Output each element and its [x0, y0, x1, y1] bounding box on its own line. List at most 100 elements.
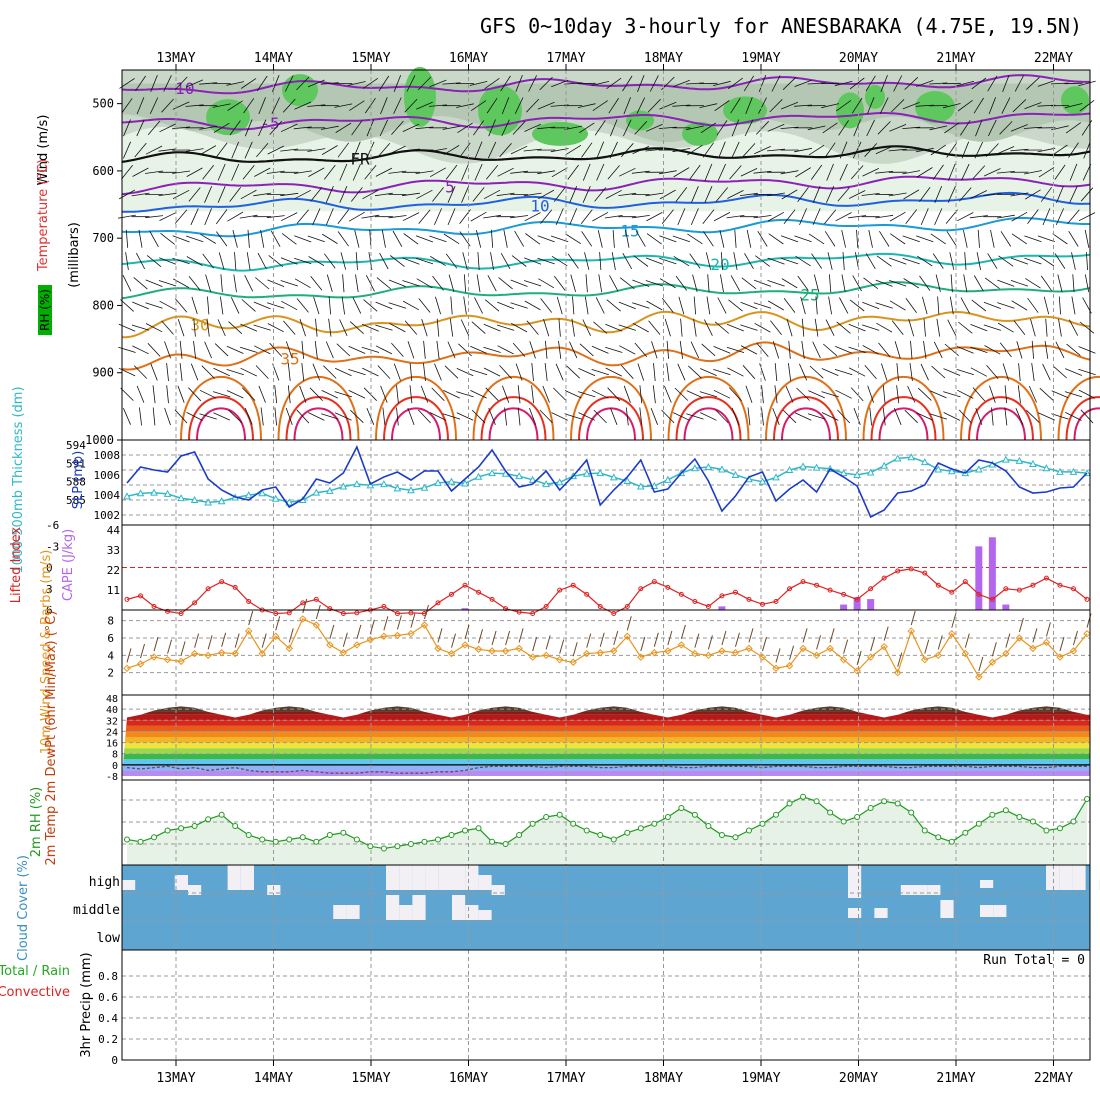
wind-barb: [1027, 297, 1039, 313]
wind-barb: [988, 97, 996, 115]
wind-barb: [597, 230, 603, 248]
date-tick-label: 18MAY: [644, 1071, 683, 1086]
lifted-index-point: [178, 611, 184, 617]
wind-barb: [598, 274, 603, 293]
wind-barb: [388, 279, 406, 287]
wind-barb: [767, 123, 785, 132]
thickness-point: [893, 454, 902, 462]
wind-barb: [496, 324, 515, 331]
surface-heat-contour: [683, 407, 734, 441]
wind-barb: [973, 275, 984, 292]
wind-barb: [714, 100, 730, 112]
wind-barb: [1068, 142, 1079, 158]
thickness-point: [609, 473, 618, 481]
wind-barb: [145, 215, 164, 219]
wind-barb: [1040, 275, 1052, 291]
surface-heat-contour: [862, 375, 945, 441]
rh-point: [732, 834, 739, 841]
wind-barb: [267, 145, 284, 155]
wind-barb: [469, 81, 488, 86]
wind-barb: [997, 322, 1014, 333]
wind-barb: [461, 163, 469, 181]
wind-barb: [186, 167, 203, 177]
wind-barb: [788, 340, 791, 359]
wind-barb: [999, 342, 1012, 358]
wind-barb: [591, 369, 609, 376]
wind-barb: [337, 142, 350, 158]
wind-barb: [159, 300, 176, 311]
thickness-point: [190, 495, 199, 503]
cloud-cell: [452, 895, 466, 920]
wind-barb: [186, 256, 203, 266]
thickness-point: [1015, 456, 1024, 464]
wind-barb: [375, 301, 393, 310]
wind-barb: [285, 341, 293, 359]
wind-barb: [1044, 340, 1049, 359]
wind-barb: [361, 214, 380, 219]
wind-barb: [664, 385, 672, 403]
wind-barb: [915, 104, 934, 107]
wind-barb: [1014, 75, 1024, 92]
thickness-point: [636, 482, 645, 490]
wind-barb: [632, 302, 650, 309]
thickness-point: [853, 470, 861, 478]
wind-barb: [666, 340, 669, 359]
wind-barb: [756, 121, 769, 135]
wind-barb: [719, 230, 725, 248]
surface-heat-contour: [375, 375, 457, 441]
wind-barb: [491, 630, 497, 646]
wind-barb: [636, 97, 646, 114]
wind-barb: [244, 119, 253, 137]
temperature-contour: [121, 112, 1091, 131]
wind-barb: [1018, 617, 1024, 633]
wind-speed-point: [136, 660, 145, 668]
wind-barb: [483, 367, 501, 377]
rh-point: [299, 834, 306, 841]
wind-barb: [758, 97, 767, 114]
wind-barb: [186, 412, 203, 421]
contour-label: -10: [166, 79, 195, 98]
rh-blob: [532, 121, 588, 146]
rh-point: [759, 820, 766, 827]
wind-speed-point: [393, 631, 402, 640]
wind-barb: [309, 387, 323, 401]
wind-barb: [396, 385, 399, 404]
lifted-index-point: [908, 566, 914, 572]
wind-speed-point: [299, 615, 307, 623]
lifted-index-point: [854, 596, 860, 602]
wind-barb: [1051, 125, 1069, 131]
lifted-index-point: [300, 600, 306, 606]
lifted-index-point: [976, 591, 982, 597]
wind-barb: [704, 186, 713, 203]
rh-point: [245, 832, 252, 838]
wind-barb: [713, 369, 731, 376]
wind-barb: [326, 274, 333, 293]
rh-point: [881, 798, 888, 805]
wind-barb: [207, 635, 213, 650]
wind-barb: [646, 300, 663, 311]
wind-speed-point: [461, 641, 469, 649]
wind-barb: [462, 252, 468, 270]
thickness-point: [434, 478, 442, 486]
wind-barb: [744, 119, 754, 137]
surface-heat-contour: [878, 407, 929, 441]
wind-barb: [584, 296, 589, 315]
wind-barb: [893, 407, 902, 425]
wind-barb: [194, 633, 200, 648]
wind-barb: [510, 302, 528, 309]
thickness-point: [136, 489, 145, 497]
wind-barb: [593, 409, 607, 424]
wind-barb: [449, 318, 454, 337]
wind-barb: [829, 274, 832, 293]
wind-barb: [350, 187, 363, 202]
wind-barb: [325, 208, 334, 226]
wind-barb: [443, 233, 460, 245]
wind-barb: [917, 387, 932, 401]
wind-barb: [730, 275, 741, 292]
wind-barb: [699, 103, 718, 108]
wind-barb: [555, 363, 564, 381]
wind-barb: [596, 163, 605, 181]
wind-barb: [242, 387, 256, 401]
wind-barb: [135, 75, 146, 92]
